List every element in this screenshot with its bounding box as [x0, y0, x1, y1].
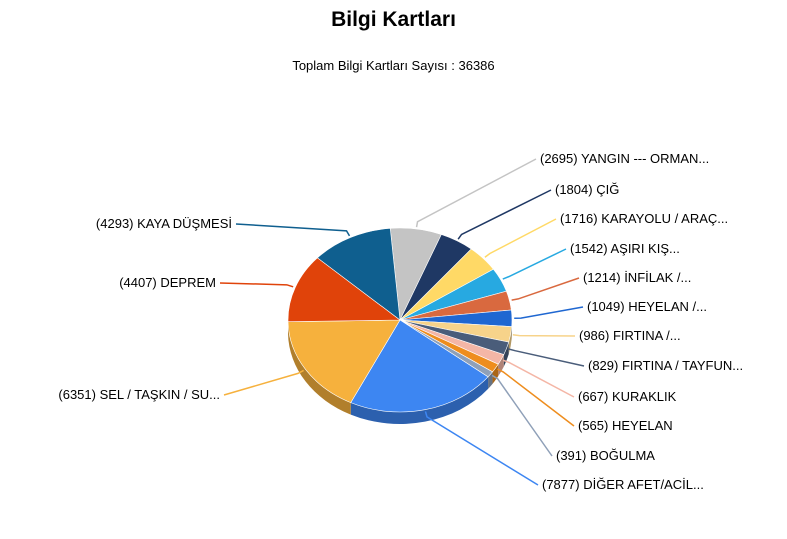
slice-label: (667) KURAKLIK — [578, 389, 677, 404]
pie-slice[interactable] — [316, 228, 401, 321]
leader-line — [502, 248, 567, 280]
pie-slice[interactable] — [350, 319, 489, 413]
slice-label: (1542) AŞIRI KIŞ... — [570, 241, 680, 256]
leader-line — [219, 282, 294, 288]
pie-slices — [287, 227, 513, 413]
slice-label: (4407) DEPREM — [119, 275, 216, 290]
pie-slice-side — [492, 364, 499, 384]
pie-slice-side — [288, 321, 351, 415]
leader-line — [223, 369, 304, 396]
leader-line — [512, 333, 576, 337]
leader-line — [502, 359, 575, 398]
leader-line — [424, 411, 539, 486]
slice-label: (1716) KARAYOLU / ARAÇ... — [560, 211, 728, 226]
slice-label: (2695) YANGIN --- ORMAN... — [540, 151, 709, 166]
pie-slice-side — [350, 376, 489, 424]
leader-line — [511, 277, 580, 301]
pie-slice[interactable] — [287, 257, 401, 323]
slice-label: (1804) ÇIĞ — [555, 182, 619, 197]
chart-subtitle: Toplam Bilgi Kartları Sayısı : 36386 — [292, 58, 495, 73]
leader-line — [484, 218, 557, 258]
leader-line — [457, 189, 552, 240]
slice-label: (7877) DİĞER AFET/ACİL... — [542, 477, 704, 492]
slice-label: (565) HEYELAN — [578, 418, 673, 433]
leader-line — [514, 306, 584, 320]
chart-title: Bilgi Kartları — [331, 8, 456, 31]
slice-label: (986) FIRTINA /... — [579, 328, 681, 343]
slice-label: (4293) KAYA DÜŞMESİ — [96, 216, 232, 231]
slice-label: (6351) SEL / TAŞKIN / SU... — [58, 387, 220, 402]
leader-line — [497, 368, 575, 427]
pie-slice[interactable] — [287, 319, 401, 404]
leader-line — [508, 348, 585, 367]
slice-label: (1214) İNFİLAK /... — [583, 270, 691, 285]
slice-label: (1049) HEYELAN /... — [587, 299, 707, 314]
leader-line — [415, 158, 537, 228]
slice-label: (391) BOĞULMA — [556, 448, 655, 463]
slice-label: (829) FIRTINA / TAYFUN... — [588, 358, 743, 373]
pie-labels: (2695) YANGIN --- ORMAN... (1804) ÇIĞ (171… — [58, 151, 743, 492]
leader-line — [491, 374, 553, 457]
leader-line — [235, 223, 351, 237]
